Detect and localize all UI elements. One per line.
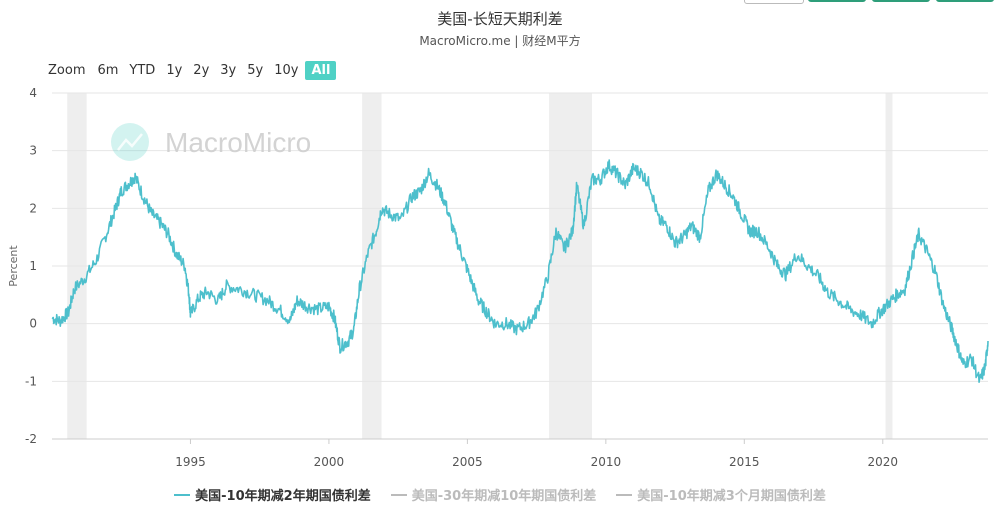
watermark-logo-chart-icon (117, 133, 143, 151)
legend-swatch-30y-10y (390, 493, 407, 496)
header-button-4[interactable] (936, 0, 994, 2)
legend-label-30y-10y: 美国-30年期减10年期国债利差 (411, 489, 597, 504)
zoom-button-2y[interactable]: 2y (193, 62, 210, 78)
y-tick-label: 4 (29, 86, 37, 100)
chart-subtitle: MacroMicro.me | 财经M平方 (419, 34, 581, 48)
chart-title: 美国-长短天期利差 (437, 10, 563, 28)
zoom-button-5y[interactable]: 5y (247, 62, 264, 78)
header-button-1[interactable] (744, 0, 804, 4)
y-tick-label: 1 (29, 259, 37, 273)
y-tick-label: 3 (29, 144, 37, 158)
zoom-button-10y[interactable]: 10y (274, 62, 299, 78)
legend-item-30y-10y[interactable]: 美国-30年期减10年期国债利差 (390, 485, 597, 504)
series-line-10y-2y (51, 159, 989, 383)
zoom-controls: Zoom 6m YTD 1y 2y 3y 5y 10y All (48, 59, 339, 81)
x-tick-label: 1995 (175, 455, 206, 469)
chart-area: MacroMicro 4 3 2 1 0 -1 -2 1995 2000 2005 2010 201… (7, 86, 989, 469)
zoom-button-6m[interactable]: 6m (97, 62, 119, 78)
x-tick-label: 2010 (591, 455, 622, 469)
legend-label-10y-3m: 美国-10年期减3个月期国债利差 (637, 489, 826, 504)
x-tick-label: 2015 (729, 455, 760, 469)
legend-item-10y-2y[interactable]: 美国-10年期减2年期国债利差 (174, 485, 371, 504)
watermark-logo-icon (111, 123, 149, 161)
legend-swatch-10y-3m (616, 493, 633, 496)
legend-label-10y-2y: 美国-10年期减2年期国债利差 (195, 489, 371, 504)
header-button-3[interactable] (872, 0, 930, 2)
x-tick-label: 2000 (314, 455, 345, 469)
zoom-button-all[interactable]: All (305, 60, 337, 80)
zoom-button-1y[interactable]: 1y (166, 62, 183, 78)
watermark: MacroMicro (111, 123, 311, 161)
legend: 美国-10年期减2年期国债利差 美国-30年期减10年期国债利差 美国-10年期… (0, 485, 1000, 504)
y-tick-label: 2 (29, 201, 37, 215)
legend-swatch-10y-2y (174, 493, 191, 496)
zoom-button-3y[interactable]: 3y (220, 62, 237, 78)
x-tick-label: 2005 (452, 455, 483, 469)
y-tick-label: -2 (25, 432, 37, 446)
y-tick-label: -1 (25, 374, 37, 388)
y-axis: 4 3 2 1 0 -1 -2 (25, 86, 37, 446)
x-tick-label: 2020 (867, 455, 898, 469)
header-button-2[interactable] (808, 0, 866, 2)
zoom-button-ytd[interactable]: YTD (129, 62, 156, 78)
watermark-text: MacroMicro (165, 127, 311, 158)
zoom-label: Zoom (48, 62, 86, 78)
y-axis-label: Percent (7, 245, 20, 287)
x-axis: 1995 2000 2005 2010 2015 2020 (52, 438, 988, 469)
y-tick-label: 0 (29, 317, 37, 331)
legend-item-10y-3m[interactable]: 美国-10年期减3个月期国债利差 (616, 485, 826, 504)
